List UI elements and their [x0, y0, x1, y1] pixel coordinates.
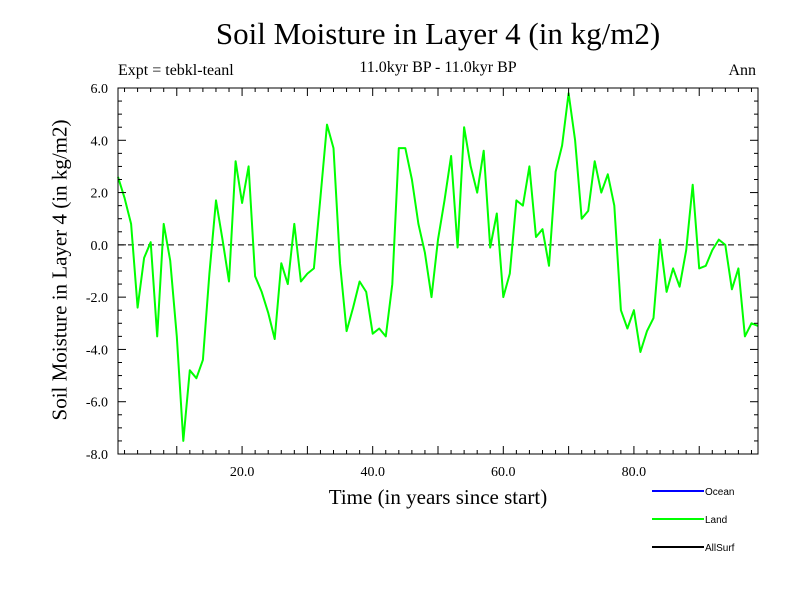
x-tick-label: 60.0: [491, 465, 516, 480]
x-axis-label: Time (in years since start): [328, 485, 548, 509]
chart-subtitle: 11.0kyr BP - 11.0kyr BP: [359, 59, 517, 76]
legend-label-land: Land: [705, 515, 727, 526]
y-tick-label: 6.0: [91, 82, 109, 97]
period-label: Ann: [728, 62, 756, 79]
x-tick-label: 80.0: [622, 465, 647, 480]
x-tick-label: 20.0: [230, 465, 255, 480]
y-tick-label: -4.0: [86, 343, 108, 358]
y-tick-label: -8.0: [86, 448, 108, 463]
experiment-label: Expt = tebkl-teanl: [118, 62, 234, 79]
y-tick-label: 4.0: [91, 134, 109, 149]
y-tick-label: -6.0: [86, 396, 108, 411]
y-tick-label: 0.0: [91, 239, 109, 254]
chart-title: Soil Moisture in Layer 4 (in kg/m2): [215, 16, 661, 51]
series-line-land: [117, 92, 759, 442]
legend-label-allsurf: AllSurf: [705, 543, 735, 554]
x-tick-label: 40.0: [360, 465, 385, 480]
legend-label-ocean: Ocean: [705, 487, 734, 498]
y-tick-label: 2.0: [91, 187, 109, 202]
y-tick-label: -2.0: [86, 291, 108, 306]
plot-frame: [117, 87, 759, 455]
